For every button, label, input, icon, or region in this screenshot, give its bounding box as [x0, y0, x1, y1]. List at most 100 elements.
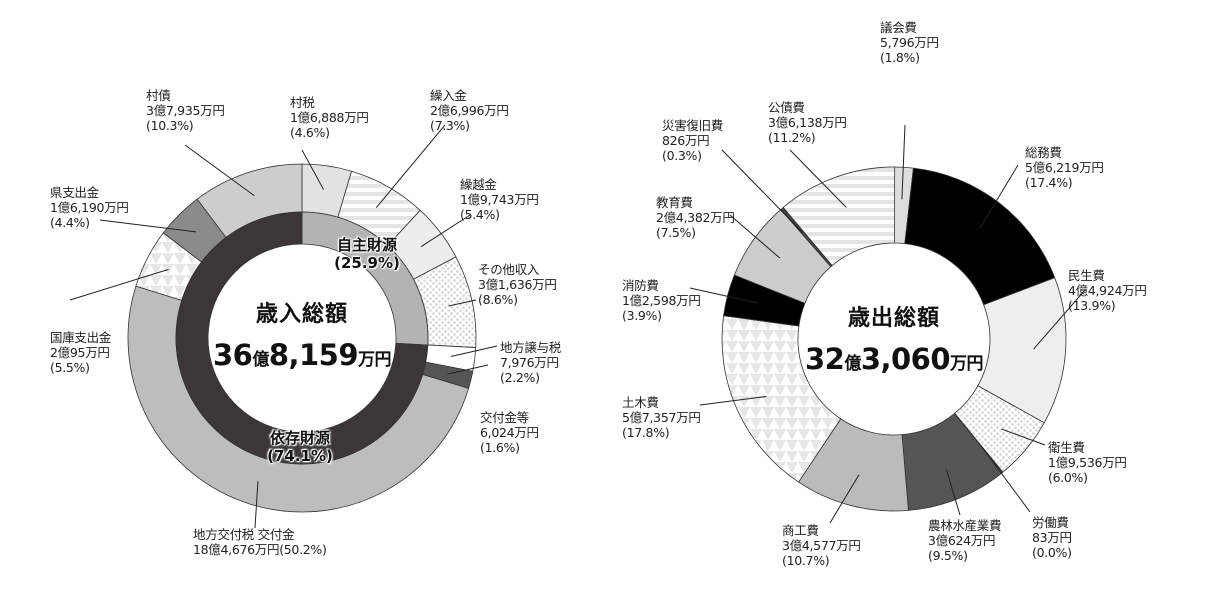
expenditure-segment: [782, 166, 896, 267]
expenditure-leader-line: [699, 396, 767, 406]
revenue-label-name: 県支出金: [50, 185, 99, 200]
expenditure-label-name: 土木費: [622, 395, 659, 410]
expenditure-label-pct-label: (1.8%): [880, 50, 920, 65]
amount-unit: 万円: [950, 354, 984, 374]
expenditure-label-amount: 2億4,382万円: [656, 210, 735, 225]
revenue-label-name: 地方譲与税: [500, 340, 562, 355]
revenue-label-name: 国庫支出金: [50, 330, 112, 345]
revenue-total-title: 歳入総額: [255, 302, 348, 327]
expenditure-label-pct-label: (0.3%): [662, 148, 702, 163]
expenditure-label-name: 災害復旧費: [662, 118, 724, 133]
expenditure-label: 公債費 3億6,138万円 (11.2%): [768, 100, 847, 145]
revenue-leader-line: [420, 214, 471, 248]
expenditure-leader-line: [1001, 428, 1046, 446]
revenue-label-amount: 1億6,190万円: [50, 200, 129, 215]
revenue-label: 地方譲与税 7,976万円 (2.2%): [500, 340, 561, 385]
revenue-leader-line: [184, 144, 255, 197]
expenditure-label-pct-label: (6.0%): [1048, 470, 1088, 485]
revenue-label-name: その他収入: [478, 262, 540, 277]
expenditure-label-pct-label: (9.5%): [928, 548, 968, 563]
amount-part: 36: [212, 338, 253, 372]
expenditure-label-amount: 5,796万円: [880, 35, 939, 50]
revenue-label-amount: 2億95万円: [50, 345, 110, 360]
expenditure-label-amount: 826万円: [662, 133, 710, 148]
expenditure-label-name: 議会費: [880, 20, 917, 35]
expenditure-total-title: 歳出総額: [847, 306, 940, 331]
revenue-leader-line: [375, 124, 446, 208]
expenditure-label: 民生費 4億4,924万円 (13.9%): [1068, 268, 1147, 313]
revenue-label: 地方交付税 交付金 18億4,676万円(50.2%): [193, 527, 327, 557]
expenditure-leader-line: [981, 447, 1031, 513]
expenditure-label-pct-label: (13.9%): [1068, 298, 1116, 313]
expenditure-leader-line: [721, 149, 804, 234]
expenditure-label-pct-label: (7.5%): [656, 225, 696, 240]
revenue-leader-line: [69, 268, 169, 301]
expenditure-label-pct-label: (17.8%): [622, 425, 670, 440]
revenue-label-amount: 1億9,743万円: [460, 192, 539, 207]
expenditure-label-name: 消防費: [622, 278, 659, 293]
expenditure-label: 災害復旧費 826万円 (0.3%): [662, 118, 723, 163]
revenue-label: 交付金等 6,024万円 (1.6%): [480, 410, 539, 455]
revenue-leader-line: [450, 345, 498, 358]
amount-part: 32: [804, 342, 845, 376]
inner-ring-pct: (74.1%): [267, 447, 333, 465]
expenditure-label: 労働費 83万円 (0.0%): [1032, 515, 1072, 560]
revenue-label: 繰越金 1億9,743万円 (5.4%): [460, 177, 539, 222]
expenditure-label-pct-label: (3.9%): [622, 308, 662, 323]
revenue-label-amount: 3億1,636万円: [478, 277, 557, 292]
revenue-total-amount: 36億8,159万円: [202, 338, 402, 372]
amount-part: 8,159: [268, 338, 359, 372]
revenue-label-name: 村税: [290, 95, 315, 110]
expenditure-leader-line: [901, 124, 906, 200]
revenue-label: 村税 1億6,888万円 (4.6%): [290, 95, 369, 140]
expenditure-label-amount: 5億6,219万円: [1025, 160, 1104, 175]
own-revenue-label: 自主財源 (25.9%): [322, 236, 412, 272]
revenue-label: 村債 3億7,935万円 (10.3%): [146, 88, 225, 133]
revenue-label-amount: 1億6,888万円: [290, 110, 369, 125]
expenditure-label: 総務費 5億6,219万円 (17.4%): [1025, 145, 1104, 190]
revenue-label-pct-label: (5.5%): [50, 360, 90, 375]
revenue-label-amount: 3億7,935万円: [146, 103, 225, 118]
expenditure-label-pct-label: (11.2%): [768, 130, 816, 145]
expenditure-label-name: 商工費: [782, 523, 819, 538]
inner-ring-pct: (25.9%): [334, 254, 400, 272]
inner-ring-name: 依存財源: [269, 429, 330, 447]
revenue-label-pct-label: (7.3%): [430, 118, 470, 133]
expenditure-label-amount: 3億624万円: [928, 533, 996, 548]
expenditure-leader-line: [979, 164, 1019, 229]
revenue-source-segment: [175, 211, 429, 465]
revenue-leader-line: [447, 364, 489, 375]
revenue-label-pct-label: (1.6%): [480, 440, 520, 455]
expenditure-label-amount: 3億4,577万円: [782, 538, 861, 553]
expenditure-label-name: 総務費: [1025, 145, 1062, 160]
amount-part: 3,060: [860, 342, 951, 376]
expenditure-label-amount: 83万円: [1032, 530, 1072, 545]
expenditure-label-amount: 1億2,598万円: [622, 293, 701, 308]
revenue-leader-line: [448, 299, 477, 307]
revenue-label-amount: 7,976万円: [500, 355, 559, 370]
expenditure-label-pct-label: (17.4%): [1025, 175, 1073, 190]
inner-ring-name: 自主財源: [336, 236, 397, 254]
expenditure-label: 教育費 2億4,382万円 (7.5%): [656, 195, 735, 240]
dependent-revenue-label: 依存財源 (74.1%): [255, 429, 345, 465]
revenue-label-pct-label: (4.4%): [50, 215, 90, 230]
expenditure-label-amount: 5億7,357万円: [622, 410, 701, 425]
revenue-label-pct-label: (8.6%): [478, 292, 518, 307]
revenue-total: 歳入総額 36億8,159万円: [202, 296, 402, 372]
expenditure-label-amount: 4億4,924万円: [1068, 283, 1147, 298]
revenue-label-pct-label: (5.4%): [460, 207, 500, 222]
amount-unit: 万円: [358, 350, 392, 370]
expenditure-label-amount: 3億6,138万円: [768, 115, 847, 130]
expenditure-leader-line: [945, 468, 961, 516]
expenditure-segment: [904, 167, 1056, 306]
expenditure-leader-line: [689, 287, 759, 304]
revenue-label-amount: 18億4,676万円(50.2%): [193, 542, 327, 557]
revenue-label-name: 村債: [146, 88, 171, 103]
amount-unit: 億: [252, 350, 269, 370]
revenue-label-amount: 6,024万円: [480, 425, 539, 440]
expenditure-total: 歳出総額 32億3,060万円: [794, 300, 994, 376]
expenditure-label-amount: 1億9,536万円: [1048, 455, 1127, 470]
amount-unit: 億: [844, 354, 861, 374]
revenue-leader-line: [254, 481, 259, 529]
